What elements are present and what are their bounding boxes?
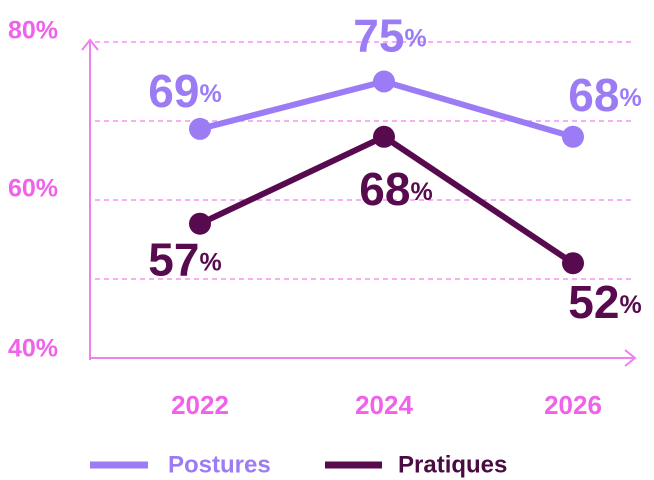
data-label: 75% bbox=[353, 10, 426, 62]
legend-label: Postures bbox=[168, 451, 271, 478]
data-label-unit: % bbox=[619, 291, 641, 319]
legend-label: Pratiques bbox=[398, 451, 507, 478]
data-label: 52% bbox=[568, 276, 641, 328]
y-tick-label: 80% bbox=[8, 17, 58, 45]
data-label-unit: % bbox=[199, 80, 221, 108]
data-label-unit: % bbox=[404, 24, 426, 52]
data-label-unit: % bbox=[619, 83, 641, 111]
axes bbox=[81, 38, 637, 367]
data-label-number: 69 bbox=[148, 65, 199, 117]
x-tick-label: 2026 bbox=[544, 390, 602, 420]
data-point bbox=[562, 252, 584, 275]
data-label: 69% bbox=[148, 65, 221, 117]
data-label-number: 75 bbox=[353, 10, 404, 62]
x-axis-arrow bbox=[624, 349, 637, 367]
data-label-number: 52 bbox=[568, 276, 619, 328]
data-label-unit: % bbox=[410, 177, 432, 205]
data-point bbox=[562, 125, 584, 148]
data-label-number: 68 bbox=[568, 69, 619, 121]
y-tick-label: 40% bbox=[8, 335, 58, 363]
x-tick-label: 2024 bbox=[355, 390, 413, 420]
data-label-number: 57 bbox=[148, 234, 199, 286]
x-tick-label: 2022 bbox=[171, 390, 229, 420]
data-point bbox=[373, 125, 395, 148]
data-label: 57% bbox=[148, 234, 221, 286]
data-label: 68% bbox=[568, 69, 641, 121]
data-point bbox=[189, 212, 211, 235]
data-point bbox=[189, 117, 211, 140]
data-label-unit: % bbox=[199, 248, 221, 276]
data-label-number: 68 bbox=[359, 163, 410, 215]
data-point bbox=[373, 70, 395, 93]
data-label: 68% bbox=[359, 163, 432, 215]
y-axis-arrow bbox=[81, 38, 99, 51]
y-tick-label: 60% bbox=[8, 175, 58, 203]
